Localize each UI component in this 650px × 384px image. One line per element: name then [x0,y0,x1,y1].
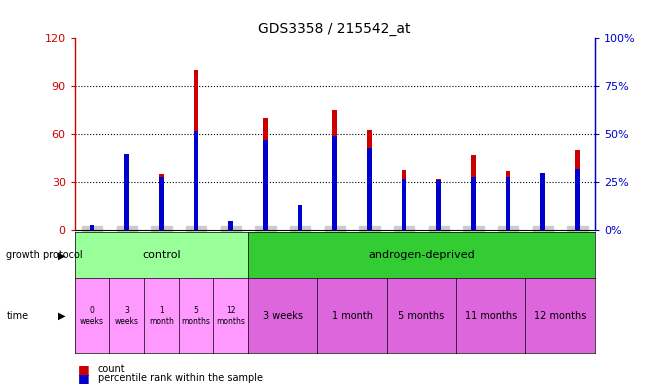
Text: 5 months: 5 months [398,311,445,321]
Bar [367,148,372,230]
Bar [541,173,545,230]
Bar [541,174,545,230]
Bar [229,222,233,230]
Bar [402,179,406,230]
Bar [194,131,198,230]
Text: 1 month: 1 month [332,311,372,321]
Bar [506,177,510,230]
Bar [194,70,198,230]
Text: 12
months: 12 months [216,306,245,326]
Text: 11 months: 11 months [465,311,517,321]
Text: 3
weeks: 3 weeks [115,306,138,326]
Text: 3 weeks: 3 weeks [263,311,303,321]
Text: control: control [142,250,181,260]
Bar [367,129,372,230]
Text: ▶: ▶ [58,250,66,260]
Bar [471,155,476,230]
Bar [437,179,441,230]
Text: androgen-deprived: androgen-deprived [368,250,474,260]
Text: count: count [98,364,125,374]
Bar [229,221,233,230]
Bar [333,111,337,230]
Bar [159,177,164,230]
Bar [575,151,580,230]
Bar [159,174,164,230]
Bar [333,136,337,230]
Title: GDS3358 / 215542_at: GDS3358 / 215542_at [259,22,411,36]
Bar [298,205,302,230]
Bar [437,180,441,230]
Bar [506,171,510,230]
Text: ▶: ▶ [58,311,66,321]
Bar [298,218,302,230]
Text: 0
weeks: 0 weeks [80,306,104,326]
Text: 12 months: 12 months [534,311,586,321]
Bar [263,140,268,230]
Bar [263,118,268,230]
Text: growth protocol: growth protocol [6,250,83,260]
Text: ■: ■ [78,363,90,376]
Text: time: time [6,311,29,321]
Bar [125,154,129,230]
Text: ■: ■ [78,372,90,384]
Text: percentile rank within the sample: percentile rank within the sample [98,373,263,383]
Text: 1
month: 1 month [149,306,174,326]
Bar [90,227,94,230]
Bar [471,177,476,230]
Bar [402,170,406,230]
Bar [90,225,94,230]
Bar [575,169,580,230]
Bar [125,154,129,230]
Text: 5
months: 5 months [181,306,211,326]
